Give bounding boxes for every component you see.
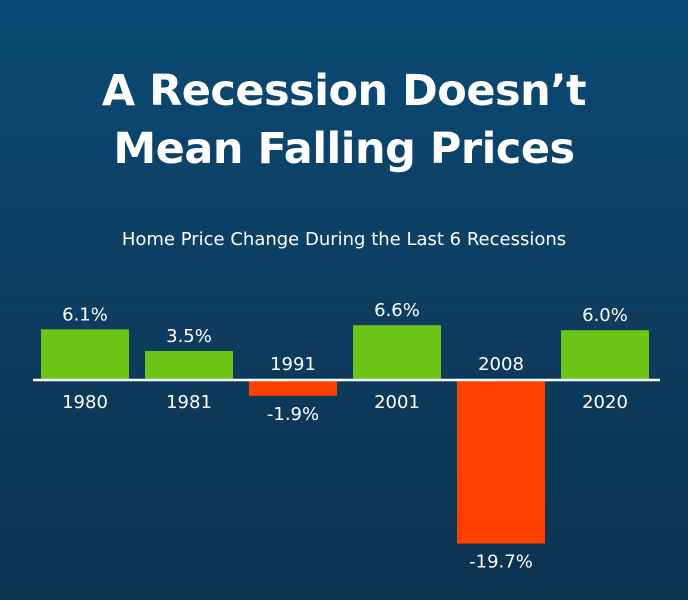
category-label-1991: 1991 [270,354,316,375]
value-label-1981: 3.5% [166,326,212,347]
category-label-2008: 2008 [478,354,524,375]
bar-2008 [457,380,545,544]
category-label-1981: 1981 [166,392,212,413]
chart-title: A Recession Doesn’t Mean Falling Prices [0,62,688,178]
category-label-1980: 1980 [62,392,108,413]
value-label-1991: -1.9% [267,404,319,425]
value-label-1980: 6.1% [62,304,108,325]
chart-title-line-2: Mean Falling Prices [113,124,575,174]
value-label-2001: 6.6% [374,300,420,321]
chart-title-line-1: A Recession Doesn’t [101,66,587,116]
value-label-2020: 6.0% [582,305,628,326]
chart-subtitle: Home Price Change During the Last 6 Rece… [121,229,567,250]
value-label-2008: -19.7% [469,552,533,573]
category-label-2001: 2001 [374,392,420,413]
bar-2001 [353,325,441,380]
bar-2020 [561,330,649,380]
bar-1981 [145,350,233,380]
bar-1980 [41,329,129,380]
bar-1991 [249,380,337,396]
category-label-2020: 2020 [582,392,628,413]
